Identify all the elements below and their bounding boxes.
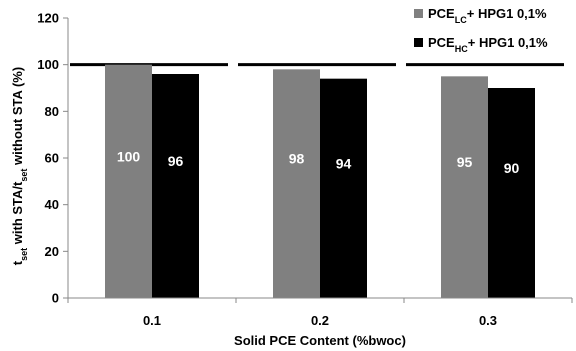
data-label: 100 (117, 148, 141, 164)
data-labels: 100 96 98 94 95 90 (117, 148, 520, 176)
data-label: 90 (504, 160, 520, 176)
y-tick-label: 40 (45, 197, 59, 212)
y-tick-label: 100 (37, 57, 59, 72)
legend-swatch (414, 9, 423, 18)
y-tick-label: 60 (45, 151, 59, 166)
y-tick-label: 0 (52, 291, 59, 306)
data-label: 98 (289, 151, 305, 167)
bar (152, 74, 199, 298)
data-label: 94 (336, 155, 352, 171)
bar (441, 76, 488, 298)
x-axis-title: Solid PCE Content (%bwoc) (234, 333, 406, 348)
x-tick-label: 0.2 (311, 313, 329, 328)
data-label: 96 (168, 153, 184, 169)
axes: 0 20 40 60 80 100 120 0.1 0.2 0.3 (37, 11, 573, 328)
legend-swatch (414, 38, 423, 47)
legend-label: PCEHC+ HPG1 0,1% (428, 35, 548, 54)
bar (488, 88, 535, 298)
x-tick-label: 0.3 (479, 313, 497, 328)
legend-label: PCELC+ HPG1 0,1% (428, 6, 547, 25)
bar (320, 78, 367, 299)
legend-background (408, 0, 576, 58)
bar (105, 64, 152, 299)
y-tick-label: 20 (45, 244, 59, 259)
data-label: 95 (457, 154, 473, 170)
legend: PCELC+ HPG1 0,1% PCEHC+ HPG1 0,1% (408, 0, 576, 58)
bar (273, 69, 320, 298)
y-tick-label: 80 (45, 104, 59, 119)
y-axis-title: tset with STA/tset without STA (%) (10, 67, 29, 265)
x-tick-label: 0.1 (143, 313, 161, 328)
bars (105, 64, 535, 299)
y-tick-label: 120 (37, 11, 59, 26)
